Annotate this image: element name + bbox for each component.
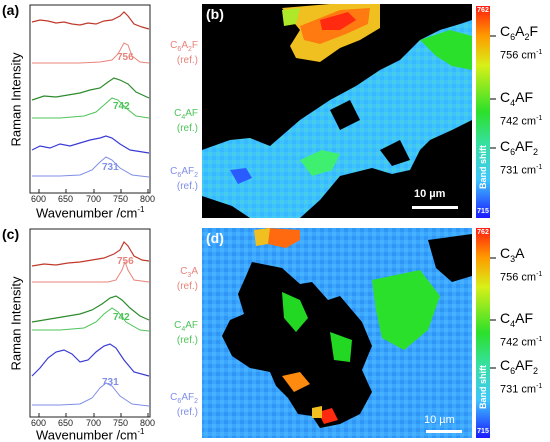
spectrum-c-red-ref <box>32 260 150 283</box>
peak-label-a-756: 756 <box>117 52 134 63</box>
colorbar-ticks <box>490 35 496 369</box>
cbar-label-bottom-c3a: C3A 756 cm-1 <box>500 245 543 284</box>
map-b <box>202 4 472 218</box>
panel-label-a: (a) <box>2 2 20 18</box>
xticks-c <box>38 413 149 417</box>
spectrum-c-blue-ref <box>32 382 150 407</box>
panel-label-c: (c) <box>2 226 20 242</box>
panel-label-b: (b) <box>206 6 224 22</box>
ref-label-c-c3a: C3A (ref.) <box>176 266 198 292</box>
ref-label-a-c6a2f: C6A2F (ref.) <box>170 40 198 66</box>
peak-label-a-731: 731 <box>102 162 119 173</box>
spectrum-a-blue <box>31 135 150 154</box>
colorbar-top-title: Band shift <box>478 145 488 189</box>
xlabel-c: Wavenumber /cm-1 <box>36 427 145 442</box>
spectrum-a-red <box>31 11 150 30</box>
spectrum-a-green <box>31 77 150 101</box>
scalebar-b-label: 10 µm <box>414 188 446 200</box>
spectrum-a-blue-ref <box>32 156 150 178</box>
cbar-label-top-c4af: C4AF 742 cm-1 <box>500 89 543 128</box>
spectrum-a-red-ref <box>32 42 150 64</box>
ref-label-c-c4af: C4AF (ref.) <box>174 320 198 346</box>
map-d <box>202 228 472 438</box>
cbar-label-bottom-c4af: C4AF 742 cm-1 <box>500 310 543 349</box>
spectrum-c-blue <box>31 343 150 377</box>
colorbar-top-max: 762 <box>477 7 489 14</box>
cbar-label-top-c6af2: C6AF2 731 cm-1 <box>500 138 543 177</box>
spectra-a-frame <box>29 4 151 194</box>
xtick-labels-a: 600 650 700 750 800 <box>31 194 156 204</box>
colorbar-top <box>476 6 490 218</box>
peak-label-c-756: 756 <box>117 256 134 267</box>
panel-label-d: (d) <box>206 230 224 246</box>
ylabel-c: Raman Intensity <box>8 276 24 371</box>
ylabel-a: Raman Intensity <box>8 52 24 147</box>
colorbar-bottom-title: Band shift <box>478 365 488 409</box>
colorbar-top-min: 715 <box>477 208 489 215</box>
peak-label-a-742: 742 <box>113 101 130 112</box>
scalebar-d-label: 10 µm <box>424 414 455 426</box>
colorbar-bottom-min: 715 <box>477 428 489 435</box>
ref-label-a-c4af: C4AF (ref.) <box>174 108 198 134</box>
xtick-labels-c: 600 650 700 750 800 <box>31 418 156 428</box>
ref-label-c-c6af2: C6AF2 (ref.) <box>170 392 198 418</box>
spectrum-c-green-ref <box>32 307 150 332</box>
cbar-label-bottom-c6af2: C6AF2 731 cm-1 <box>500 357 543 396</box>
spectrum-a-green-ref <box>32 97 150 119</box>
ref-label-a-c6af2: C6AF2 (ref.) <box>170 166 198 192</box>
colorbar-bottom-max: 762 <box>477 229 489 236</box>
xlabel-a: Wavenumber /cm-1 <box>36 205 145 221</box>
xticks-a <box>38 189 149 193</box>
spectrum-c-red <box>31 240 150 267</box>
spectrum-c-green <box>31 295 150 323</box>
peak-label-c-742: 742 <box>113 312 130 323</box>
colorbar-bottom <box>476 228 490 438</box>
peak-label-c-731: 731 <box>102 377 119 388</box>
cbar-label-top-c6a2f: C6A2F 756 cm-1 <box>500 23 543 62</box>
